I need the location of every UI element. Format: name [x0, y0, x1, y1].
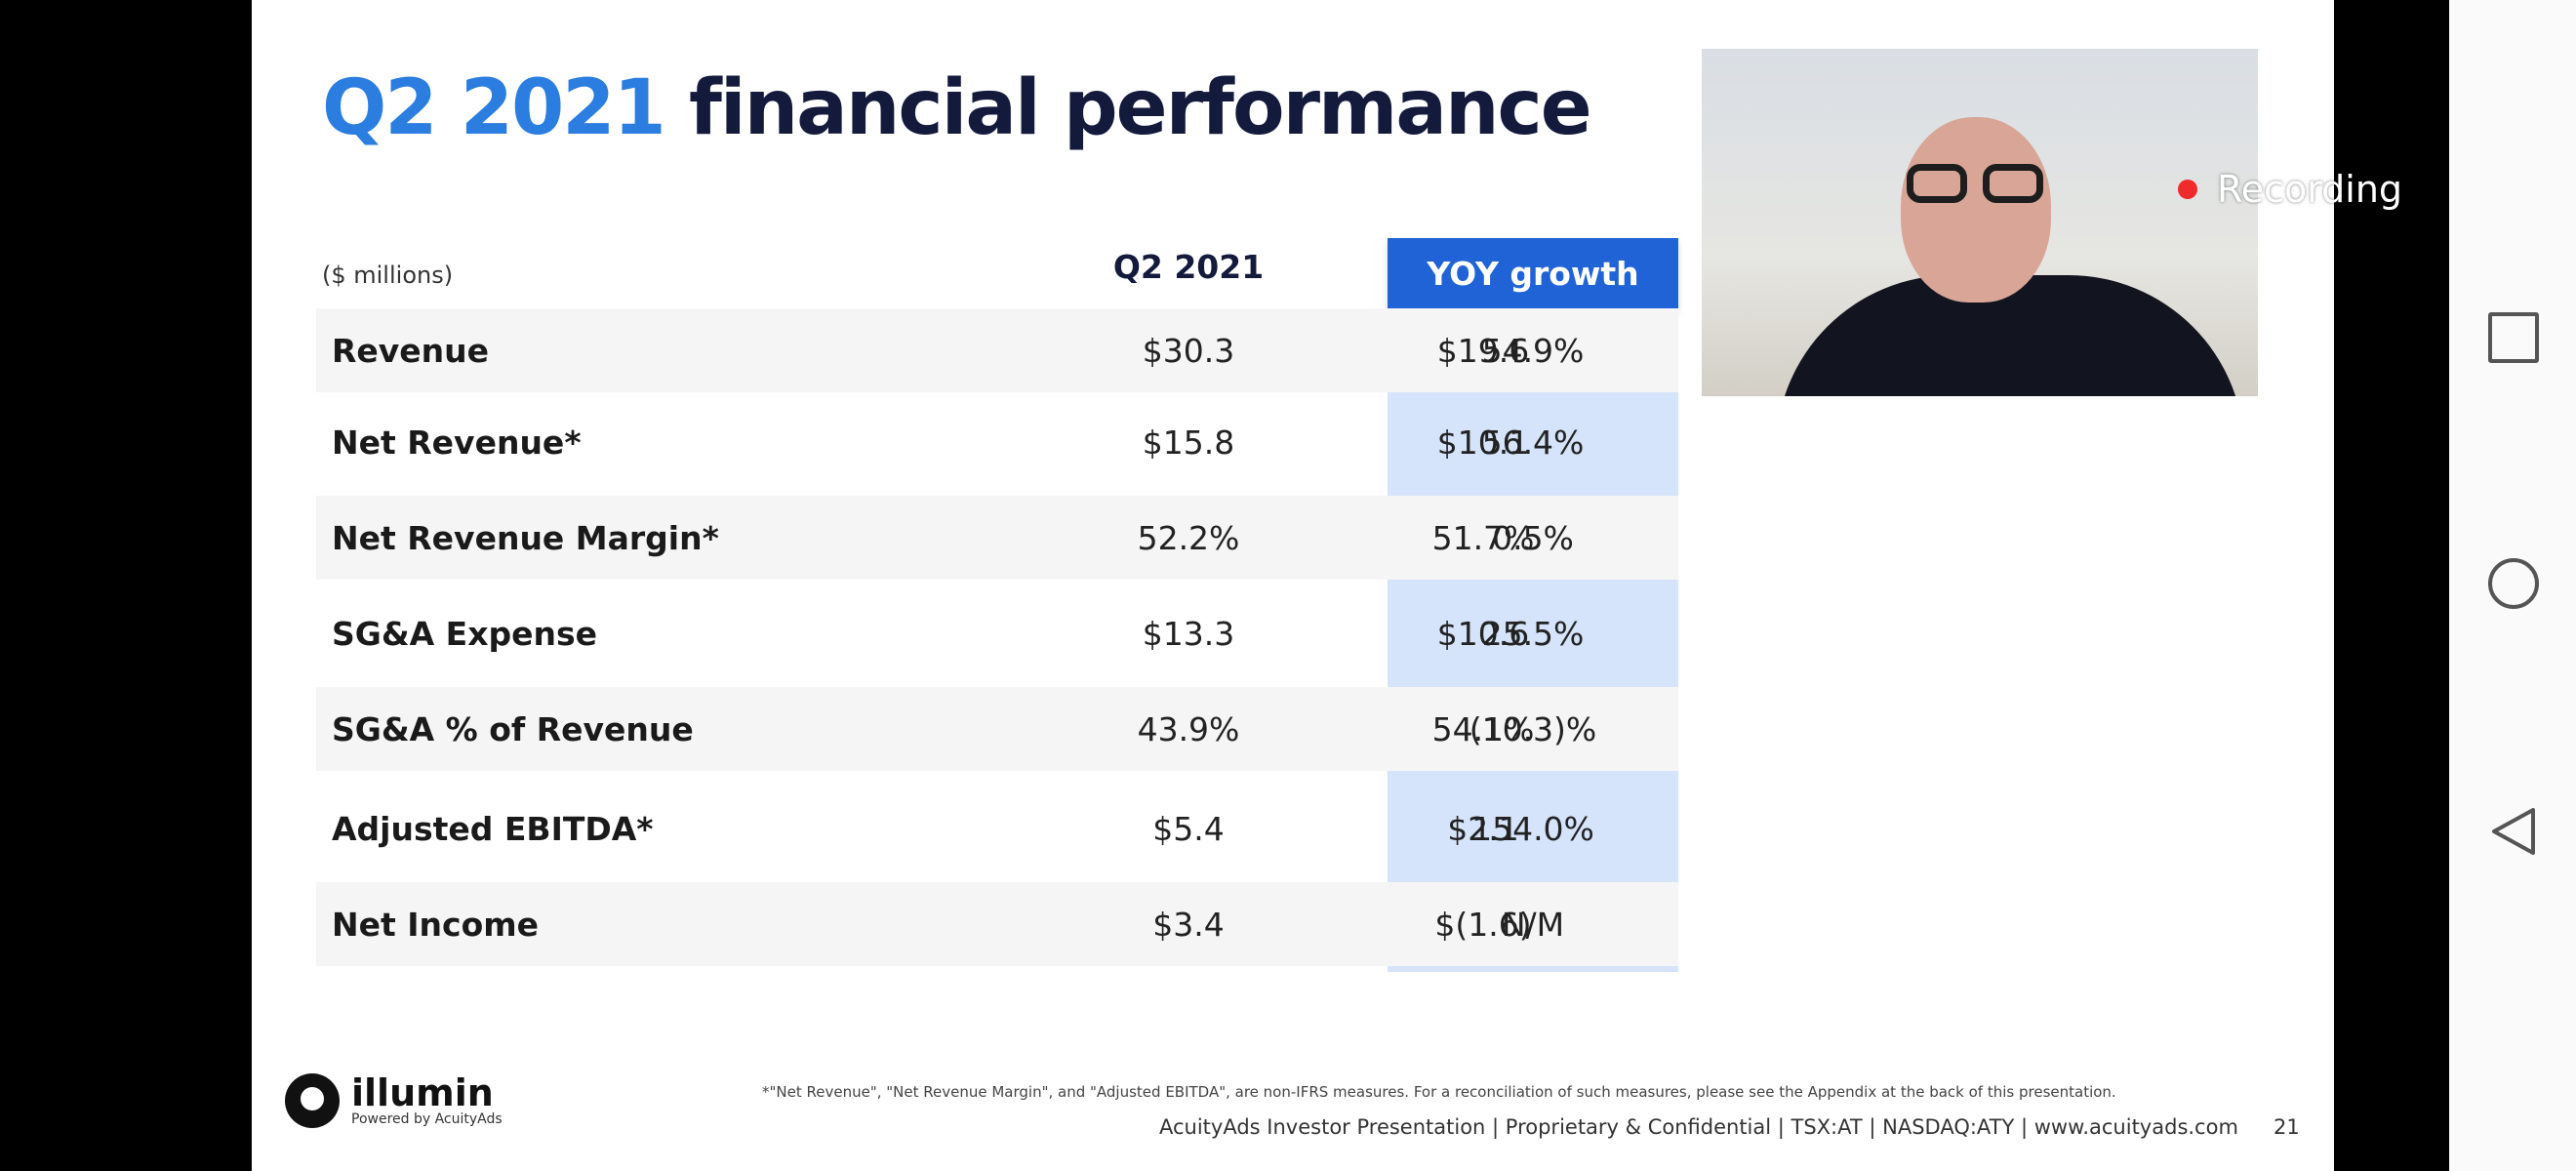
cell-yoy: 25.5%	[1481, 614, 1585, 653]
home-circle-icon[interactable]	[2488, 558, 2539, 609]
cell-yoy: 54.9%	[1481, 331, 1585, 370]
units-label: ($ millions)	[322, 262, 454, 289]
presenter-glasses	[1907, 164, 2047, 207]
cell-q2-2020: $(1.6)	[1434, 905, 1532, 944]
recents-square-icon[interactable]	[2488, 312, 2539, 363]
recording-label: Recording	[2217, 168, 2403, 211]
title-rest: financial performance	[688, 64, 1592, 152]
row-label: SG&A % of Revenue	[332, 709, 694, 748]
cell-q2-2020: $19.6	[1436, 331, 1530, 370]
footer-line: AcuityAds Investor Presentation | Propri…	[1159, 1115, 2238, 1139]
row-label: SG&A Expense	[332, 614, 598, 653]
column-header-yoy: YOY growth	[1388, 238, 1678, 308]
table-row: Net Income $3.4 $(1.6) N/M	[316, 882, 1678, 966]
illumin-logo: illumin Powered by AcuityAds	[285, 1073, 503, 1128]
cell-yoy: 154.0%	[1471, 809, 1594, 848]
recording-dot-icon	[2178, 180, 2197, 199]
cell-yoy: N/M	[1501, 905, 1565, 944]
table-row: Net Revenue Margin* 52.2% 51.7% 0.5%	[316, 496, 1678, 580]
table-row: Adjusted EBITDA* $5.4 $2.1 154.0%	[316, 787, 1678, 870]
cell-q2-2020: $10.1	[1436, 423, 1530, 462]
cell-q2-2020: $10.6	[1436, 614, 1530, 653]
column-header-q2-2021: Q2 2021	[1112, 248, 1265, 286]
table-row: SG&A % of Revenue 43.9% 54.1% (10.3)%	[316, 687, 1678, 771]
cell-q2-2021: $5.4	[1152, 809, 1225, 848]
webcam-video[interactable]	[1702, 49, 2258, 396]
cell-q2-2021: $30.3	[1142, 331, 1235, 370]
back-triangle-icon[interactable]	[2488, 806, 2539, 857]
cell-q2-2021: $13.3	[1142, 614, 1235, 653]
row-label: Net Income	[332, 905, 540, 944]
table-row: Revenue $30.3 $19.6 54.9%	[316, 308, 1678, 392]
recording-indicator: Recording	[2178, 168, 2402, 211]
row-label: Net Revenue Margin*	[332, 518, 719, 557]
cell-q2-2020: 51.7%	[1431, 518, 1535, 557]
android-nav-bar	[2449, 0, 2576, 1171]
row-label: Net Revenue*	[332, 423, 582, 462]
presenter-head	[1901, 117, 2051, 303]
yoy-column-band	[1388, 308, 1678, 972]
cell-yoy: 0.5%	[1492, 518, 1574, 557]
logo-name: illumin	[351, 1071, 494, 1114]
table-row: SG&A Expense $13.3 $10.6 25.5%	[316, 591, 1678, 675]
cell-q2-2021: 52.2%	[1137, 518, 1240, 557]
footnote: *"Net Revenue", "Net Revenue Margin", an…	[762, 1083, 2116, 1101]
cell-q2-2020: 54.1%	[1431, 709, 1535, 748]
table-row: Net Revenue* $15.8 $10.1 56.4%	[316, 400, 1678, 484]
cell-yoy: (10.3)%	[1469, 709, 1597, 748]
cell-q2-2021: $15.8	[1142, 423, 1235, 462]
logo-sub: Powered by AcuityAds	[351, 1111, 503, 1127]
cell-q2-2021: 43.9%	[1137, 709, 1240, 748]
page-title: Q2 2021 financial performance	[322, 64, 1592, 152]
cell-yoy: 56.4%	[1481, 423, 1585, 462]
row-label: Adjusted EBITDA*	[332, 809, 654, 848]
title-accent: Q2 2021	[322, 64, 666, 152]
cell-q2-2021: $3.4	[1152, 905, 1225, 944]
cell-q2-2020: $2.1	[1447, 809, 1519, 848]
illumin-logo-icon	[285, 1073, 340, 1128]
page-number: 21	[2274, 1115, 2300, 1139]
row-label: Revenue	[332, 331, 490, 370]
